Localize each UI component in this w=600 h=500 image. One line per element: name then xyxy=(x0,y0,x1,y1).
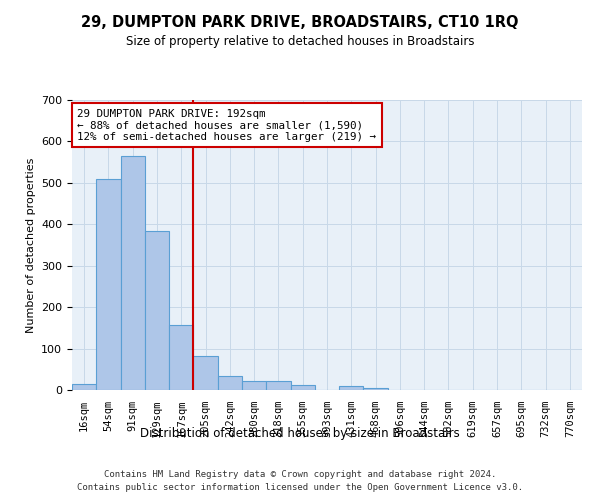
Bar xyxy=(72,384,96,390)
Bar xyxy=(266,381,290,390)
Bar xyxy=(218,376,242,390)
Bar xyxy=(364,388,388,390)
Bar xyxy=(96,178,121,390)
Bar xyxy=(169,324,193,390)
Text: Contains HM Land Registry data © Crown copyright and database right 2024.: Contains HM Land Registry data © Crown c… xyxy=(104,470,496,479)
Bar xyxy=(193,356,218,390)
Text: Contains public sector information licensed under the Open Government Licence v3: Contains public sector information licen… xyxy=(77,482,523,492)
Bar xyxy=(121,156,145,390)
Bar xyxy=(339,386,364,390)
Text: 29 DUMPTON PARK DRIVE: 192sqm
← 88% of detached houses are smaller (1,590)
12% o: 29 DUMPTON PARK DRIVE: 192sqm ← 88% of d… xyxy=(77,108,376,142)
Text: 29, DUMPTON PARK DRIVE, BROADSTAIRS, CT10 1RQ: 29, DUMPTON PARK DRIVE, BROADSTAIRS, CT1… xyxy=(81,15,519,30)
Bar xyxy=(242,381,266,390)
Y-axis label: Number of detached properties: Number of detached properties xyxy=(26,158,35,332)
Text: Distribution of detached houses by size in Broadstairs: Distribution of detached houses by size … xyxy=(140,428,460,440)
Bar xyxy=(145,232,169,390)
Text: Size of property relative to detached houses in Broadstairs: Size of property relative to detached ho… xyxy=(126,35,474,48)
Bar xyxy=(290,385,315,390)
